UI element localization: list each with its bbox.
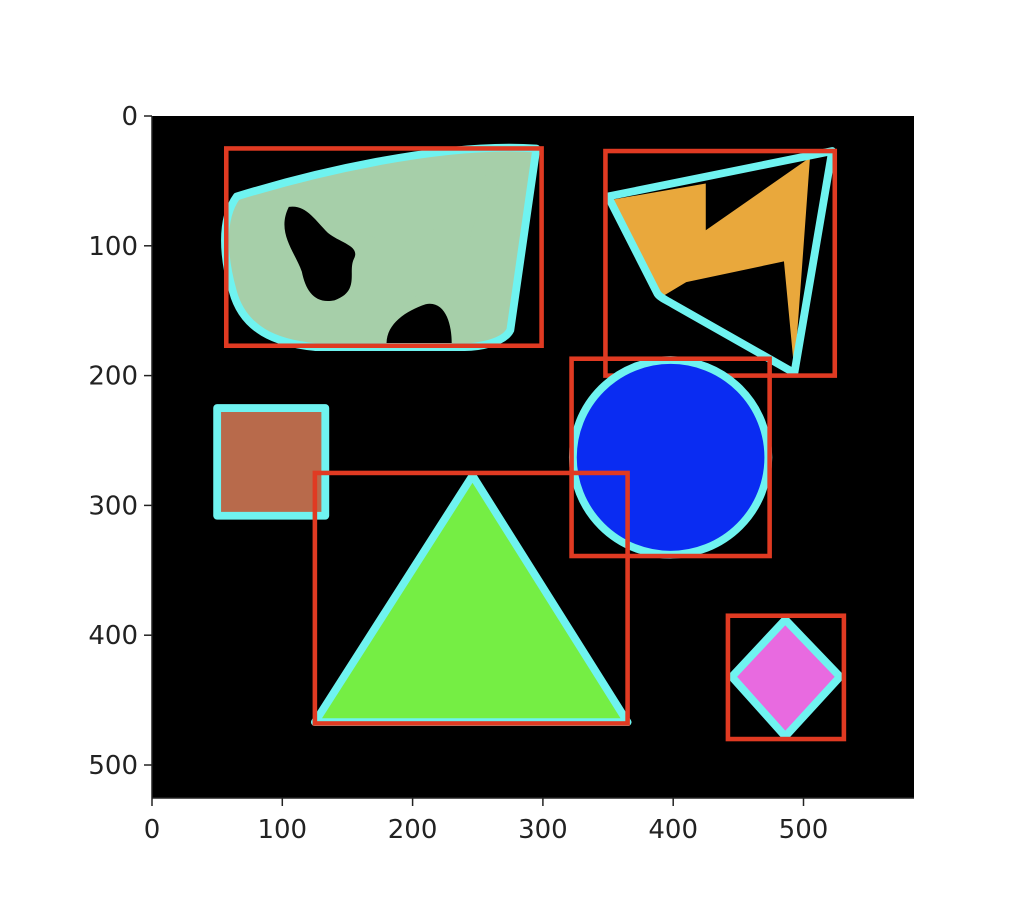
blob-bbox: [223, 146, 544, 349]
blob-hole-2: [354, 165, 511, 324]
x-tick-label: 400: [648, 815, 698, 845]
circle-fill: [572, 360, 769, 555]
y-tick-label: 500: [88, 751, 138, 781]
x-ticks: 0 100 200 300 400 500: [144, 798, 829, 845]
y-tick-label: 400: [88, 621, 138, 651]
x-tick-label: 500: [779, 815, 829, 845]
y-tick-label: 200: [88, 362, 138, 392]
y-tick-label: 300: [88, 491, 138, 521]
image-plot: [152, 116, 914, 798]
diamond-contour: [727, 615, 844, 741]
x-tick-label: 0: [144, 815, 161, 845]
triangle-fill: [314, 475, 628, 723]
x-tick-label: 100: [257, 815, 307, 845]
blob-hole-3: [386, 303, 452, 344]
diamond-bbox: [725, 613, 847, 742]
x-tick-label: 200: [388, 815, 438, 845]
x-tick-label: 300: [518, 815, 568, 845]
lightning-fill: [608, 157, 811, 372]
square-shape: [213, 404, 330, 520]
blob-hole-1: [284, 206, 356, 302]
y-tick-label: 0: [121, 102, 138, 132]
lightning-contour: [604, 147, 837, 377]
circle-bbox: [569, 356, 772, 559]
axes: 0 100 200 300 400 500 0 100 200 300 400 500: [88, 102, 914, 845]
diamond-shape: [727, 615, 844, 741]
circle-shape: [568, 356, 773, 559]
blob-shape: [221, 143, 541, 351]
square-fill: [217, 408, 326, 516]
square-contour: [213, 404, 330, 520]
y-ticks: 0 100 200 300 400 500: [88, 102, 152, 781]
y-tick-label: 100: [88, 232, 138, 262]
image-content: [213, 143, 847, 742]
triangle-bbox: [312, 470, 630, 726]
lightning-shape: [604, 147, 837, 377]
